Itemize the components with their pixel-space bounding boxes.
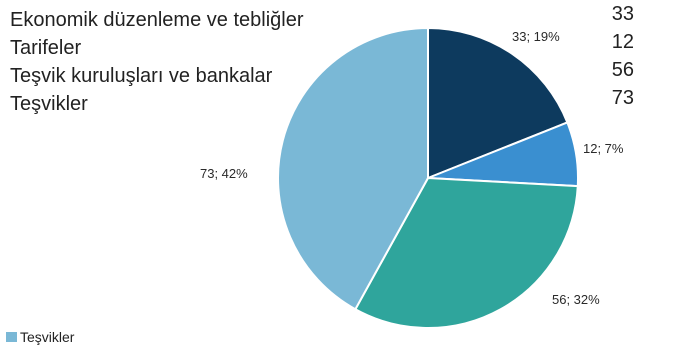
pie-slices bbox=[277, 26, 579, 329]
slice-label-economic: 33; 19% bbox=[512, 29, 560, 44]
table-label-institutions: Teşvik kuruluşları ve bankalar bbox=[10, 65, 273, 87]
table-value-incentives: 73 bbox=[612, 87, 634, 109]
table-value-institutions: 56 bbox=[612, 59, 634, 81]
table-label-tariffs: Tarifeler bbox=[10, 37, 81, 59]
table-value-economic: 33 bbox=[612, 3, 634, 25]
table-value-tariffs: 12 bbox=[612, 31, 634, 53]
legend-swatch-incentives bbox=[6, 332, 17, 342]
pie-slice-economic bbox=[427, 26, 569, 180]
slice-label-tariffs: 12; 7% bbox=[583, 141, 624, 156]
table-label-incentives: Teşvikler bbox=[10, 93, 88, 115]
slice-label-institutions: 56; 32% bbox=[552, 292, 600, 307]
pie-slice-institutions bbox=[354, 176, 579, 329]
legend-label-incentives: Teşvikler bbox=[20, 329, 75, 345]
table-label-economic: Ekonomik düzenleme ve tebliğler bbox=[10, 9, 304, 31]
pie-slice-incentives bbox=[277, 26, 429, 311]
slice-label-incentives: 73; 42% bbox=[200, 166, 248, 181]
